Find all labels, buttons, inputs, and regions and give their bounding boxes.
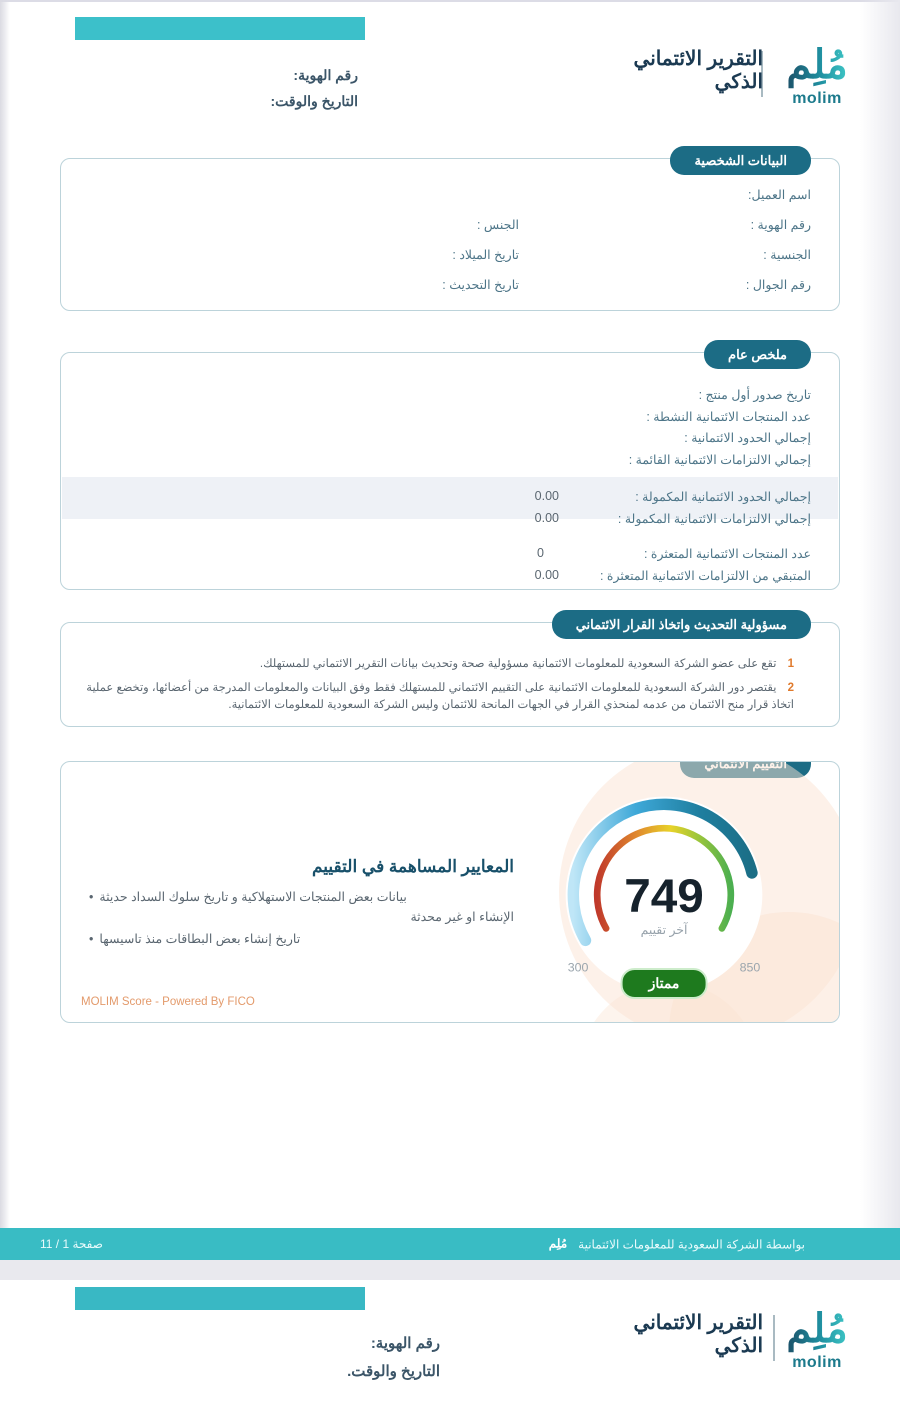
svg-text:مُلِم: مُلِم bbox=[786, 1307, 847, 1353]
svg-text:مُلِم: مُلِم bbox=[786, 43, 847, 89]
svg-text:850: 850 bbox=[740, 960, 761, 974]
svg-text:300: 300 bbox=[568, 960, 589, 974]
svg-text:مُلِم: مُلِم bbox=[549, 1237, 567, 1252]
svg-text:آخر تقييم: آخر تقييم bbox=[641, 922, 688, 937]
svg-text:749: 749 bbox=[624, 870, 704, 923]
